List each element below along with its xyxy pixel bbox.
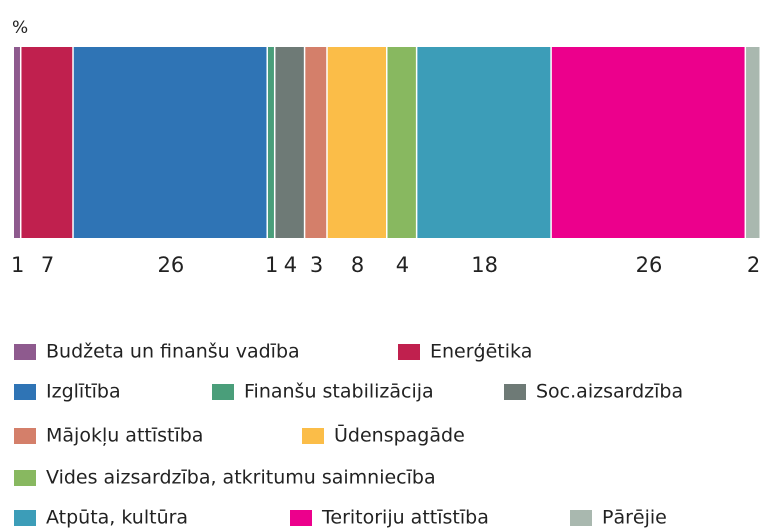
legend-label: Vides aizsardzība, atkritumu saimniecība [46,467,436,489]
axis-label: % [12,18,28,38]
legend-label: Soc.aizsardzība [536,381,683,403]
legend-swatch [398,344,420,360]
bar-segment [21,47,73,238]
bar-segment [14,47,20,238]
bar-segment [327,47,386,238]
bar-segment [417,47,551,238]
bar-segment [267,47,274,238]
data-label: 18 [471,253,498,277]
legend-swatch [570,510,592,526]
data-label: 1 [11,253,24,277]
bar-segment [387,47,416,238]
legend-swatch [212,384,234,400]
legend-swatch [14,428,36,444]
legend-swatch [14,470,36,486]
legend-swatch [14,344,36,360]
legend-label: Atpūta, kultūra [46,507,188,529]
legend-swatch [290,510,312,526]
bar-segment [275,47,304,238]
data-label: 4 [396,253,409,277]
bar-segment [305,47,327,238]
data-label: 3 [310,253,323,277]
bar-segment [746,47,760,238]
data-label: 7 [41,253,54,277]
legend-label: Budžeta un finanšu vadība [46,341,300,363]
legend-label: Izglītība [46,381,121,403]
legend-label: Enerģētika [430,341,532,363]
legend-label: Pārējie [602,507,667,529]
legend-swatch [14,384,36,400]
data-label: 2 [747,253,760,277]
data-label: 1 [265,253,278,277]
legend-label: Teritoriju attīstība [321,507,489,529]
legend-label: Finanšu stabilizācija [244,381,434,403]
bar-segment [551,47,745,238]
data-label: 26 [158,253,185,277]
legend-swatch [14,510,36,526]
data-label: 8 [351,253,364,277]
data-label: 26 [636,253,663,277]
legend-swatch [302,428,324,444]
legend-label: Ūdenspagāde [334,423,465,447]
data-label: 4 [284,253,297,277]
bar-segment [73,47,267,238]
legend-label: Mājokļu attīstība [46,425,203,447]
legend-swatch [504,384,526,400]
